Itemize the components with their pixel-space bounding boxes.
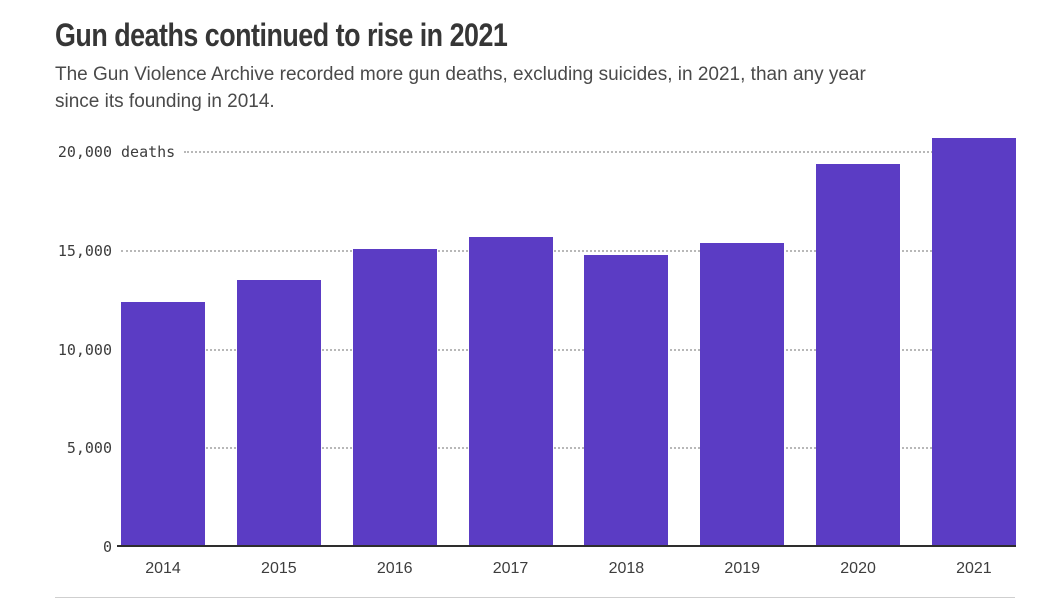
subtitle-line-1: The Gun Violence Archive recorded more g… <box>55 64 866 85</box>
bar-2015 <box>236 280 321 547</box>
bar-2020 <box>816 163 901 547</box>
gridline-row-5000: 5,000 <box>55 438 1016 458</box>
x-axis-line <box>117 545 1016 547</box>
gridline <box>184 151 1016 153</box>
gridline <box>121 447 1016 450</box>
y-axis-unit-label: deaths <box>112 143 176 161</box>
bars-layer <box>121 117 1016 547</box>
bottom-divider <box>55 597 1015 598</box>
x-tick-label-2018: 2018 <box>608 560 645 577</box>
gridline <box>121 348 1016 351</box>
bar-2016 <box>352 248 437 547</box>
y-tick-label: 10,000 <box>57 340 112 359</box>
bar-2019 <box>700 242 785 547</box>
x-tick-label-2014: 2014 <box>145 560 181 577</box>
bar-2017 <box>468 236 553 547</box>
bar-2014 <box>121 302 205 547</box>
x-tick-label-2017: 2017 <box>492 560 529 577</box>
y-tick-label: 15,000 <box>57 241 112 260</box>
bar-2021 <box>931 138 1016 547</box>
gridline-row-20000: 20,000 deaths <box>55 142 1016 162</box>
x-tick-label-2015: 2015 <box>261 560 297 577</box>
chart-subtitle: The Gun Violence Archive recorded more g… <box>55 62 866 115</box>
y-tick-label-zero: 0 <box>102 538 112 556</box>
subtitle-line-2: since its founding in 2014. <box>55 90 275 112</box>
x-axis-labels: 2014 2015 2016 2017 2018 2019 2020 2021 <box>121 560 1016 578</box>
x-tick-label-2020: 2020 <box>840 560 876 577</box>
gridline-row-10000: 10,000 <box>55 340 1016 360</box>
x-tick-label-2019: 2019 <box>724 560 761 577</box>
y-tick-label: 20,000 <box>57 143 112 161</box>
gridline-row-15000: 15,000 <box>55 241 1016 261</box>
bar-2018 <box>584 254 669 547</box>
x-tick-label-2016: 2016 <box>376 560 413 577</box>
gridline <box>121 249 1016 252</box>
x-tick-label-2021: 2021 <box>956 560 992 577</box>
chart-title: Gun deaths continued to rise in 2021 <box>55 17 508 53</box>
y-tick-label: 5,000 <box>66 439 112 458</box>
zero-tick-row: 0 <box>55 537 1016 557</box>
